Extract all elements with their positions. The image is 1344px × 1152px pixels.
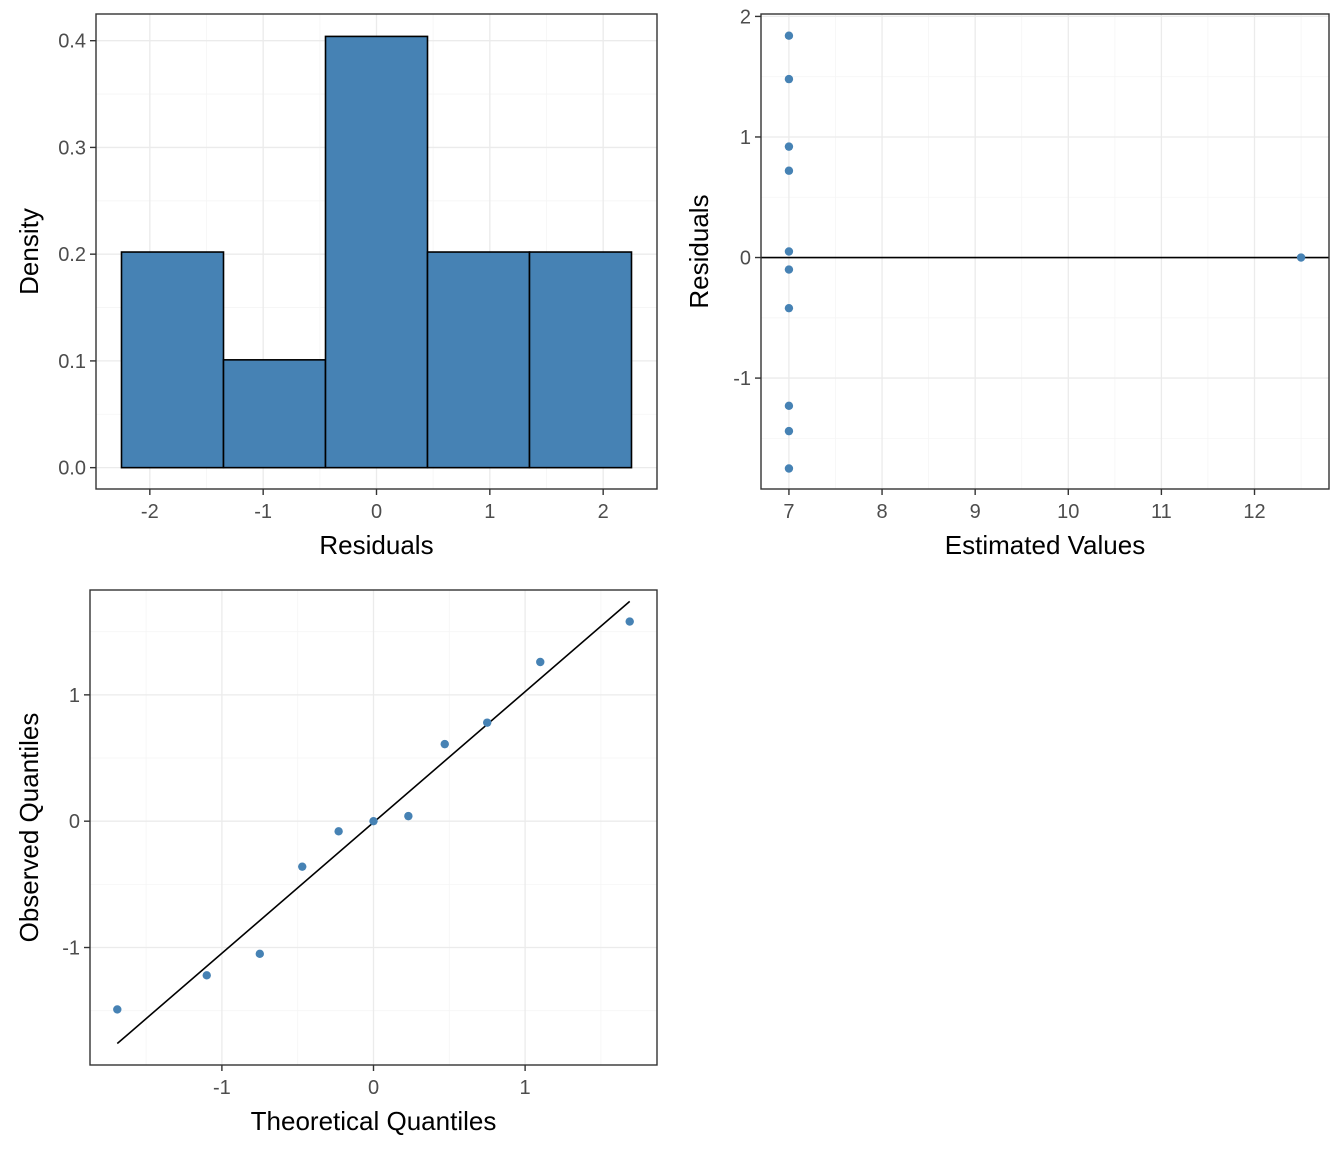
data-point [298, 862, 307, 871]
histogram-panel: -2 -1 0 1 2 0.0 0.1 0.2 0.3 0.4 Residuals Density [14, 13, 658, 560]
x-tick-label: 0 [371, 501, 382, 523]
data-point [404, 811, 413, 821]
data-point [369, 816, 378, 826]
x-axis-title: Residuals [319, 530, 433, 560]
plot-area [113, 600, 634, 1045]
data-point [784, 303, 794, 313]
y-tick-label: 0.0 [58, 458, 86, 480]
x-tick-label: 12 [1243, 501, 1265, 523]
x-tick-label: 11 [1151, 501, 1172, 523]
x-tick-label: 9 [970, 501, 981, 523]
plot-area [120, 35, 633, 469]
grid-lines [761, 14, 1329, 489]
data-point [440, 739, 449, 749]
data-point [784, 426, 794, 436]
data-point [255, 949, 264, 959]
data-point [784, 464, 794, 473]
x-tick-label: -2 [141, 501, 159, 523]
panel-border [760, 13, 1330, 490]
histogram-bar [324, 35, 429, 469]
data-point [784, 74, 794, 84]
y-axis-title: Density [14, 208, 44, 295]
data-point [113, 1005, 122, 1014]
data-point [784, 31, 794, 40]
y-tick-label: 2 [740, 6, 751, 28]
y-tick-label: -1 [62, 938, 80, 960]
y-tick-label: 1 [69, 685, 80, 707]
y-tick-label: 0.1 [58, 351, 86, 373]
x-tick-label: 1 [484, 501, 495, 523]
data-point [784, 166, 794, 175]
x-axis-title: Theoretical Quantiles [251, 1106, 497, 1136]
y-tick-label: 0.2 [58, 244, 86, 266]
qq-plot-panel: -1 0 1 -1 0 1 Theoretical Quantiles Observed Qu… [14, 589, 658, 1136]
data-point [202, 971, 211, 980]
y-tick-label: 1 [740, 127, 751, 149]
plot-area [761, 31, 1329, 473]
data-point [625, 617, 634, 626]
y-tick-label: -1 [733, 368, 751, 390]
data-point [784, 247, 794, 256]
y-tick-label: 0 [69, 811, 80, 833]
data-point [334, 827, 343, 836]
x-tick-label: 10 [1057, 501, 1079, 523]
histogram-bar [528, 251, 633, 469]
histogram-bar [426, 251, 531, 469]
x-tick-label: 0 [368, 1077, 379, 1099]
x-tick-label: -1 [213, 1077, 231, 1099]
data-point [784, 401, 794, 411]
x-axis-title: Estimated Values [945, 530, 1145, 560]
x-tick-label: 8 [876, 501, 887, 523]
y-tick-label: 0.4 [58, 31, 86, 53]
y-axis-title: Observed Quantiles [14, 713, 44, 943]
x-tick-label: -1 [254, 501, 272, 523]
data-point [536, 657, 545, 667]
y-tick-label: 0 [740, 248, 751, 270]
histogram-bar [222, 359, 327, 469]
y-axis-title: Residuals [684, 194, 714, 308]
x-tick-label: 1 [520, 1077, 531, 1099]
data-point [483, 718, 492, 727]
histogram-bar [120, 251, 225, 469]
grid-lines [90, 590, 657, 1065]
data-point [1296, 253, 1306, 262]
data-point [784, 142, 794, 151]
y-tick-label: 0.3 [58, 137, 86, 159]
x-tick-label: 2 [598, 501, 609, 523]
x-tick-label: 7 [783, 501, 794, 523]
data-point [784, 265, 794, 274]
